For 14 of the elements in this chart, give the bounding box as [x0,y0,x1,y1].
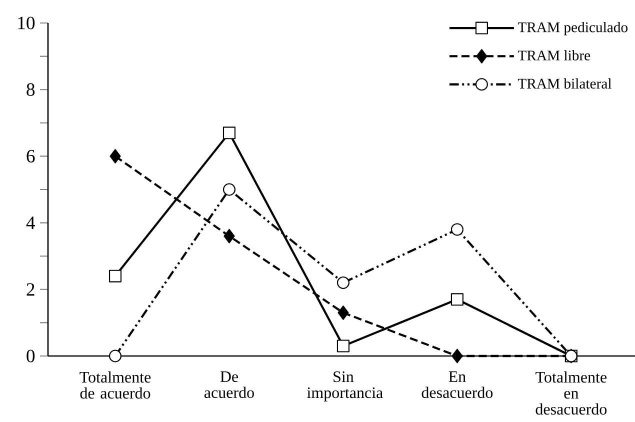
y-tick-label: 2 [26,283,34,296]
x-tick-label: Totalmente en desacuerdo [536,371,607,415]
legend-label: TRAM libre [518,50,590,60]
x-tick-label: De acuerdo [204,371,254,398]
x-tick-label: Sin importancia [307,371,383,402]
y-tick-label: 4 [26,216,36,229]
legend-label: TRAM pediculado [518,22,628,36]
x-tick-label: En desacuerdo [422,371,493,398]
y-tick-label: 8 [26,83,35,96]
y-tick-label: 6 [26,150,35,162]
x-tick-label: Totalmente de acuerdo [80,371,151,399]
legend-label: TRAM bilateral [518,78,612,89]
y-tick-label: 10 [18,16,35,30]
y-tick-label: 0 [26,350,35,362]
